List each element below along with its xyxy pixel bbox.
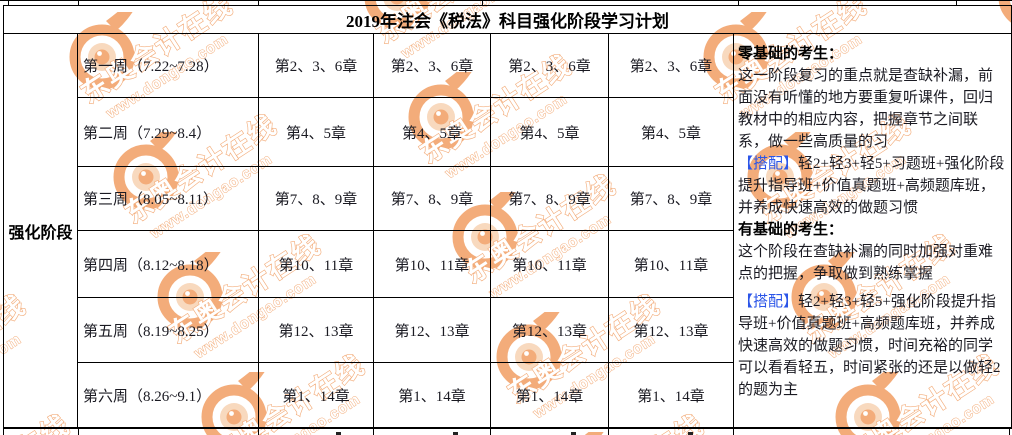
grid-line	[258, 1, 259, 6]
chapter-cell: 第1、14章	[374, 363, 491, 427]
chapter-cell: 第4、5章	[259, 98, 374, 167]
chapter-cell: 第10、11章	[374, 231, 491, 298]
chapter-cell: 第12、13章	[609, 298, 734, 363]
zero-basis-match: 【搭配】轻2+轻3+轻5+习题班+强化阶段提升指导班+价值真题班+高频题库班，并…	[738, 153, 1007, 219]
chapter-cell: 第10、11章	[259, 231, 374, 298]
stage-label-cell: 强化阶段	[4, 34, 78, 427]
chapter-cell: 第2、3、6章	[609, 34, 734, 98]
with-basis-heading: 有基础的考生：	[738, 221, 844, 238]
with-basis-match: 【搭配】轻2+轻3+轻5+强化阶段提升指导班+价值真题班+高频题库班，并养成快速…	[738, 291, 1007, 401]
grid-line	[373, 429, 374, 435]
grid-line	[1009, 429, 1010, 435]
week-label-cell: 第五周（8.19~8.25）	[78, 298, 259, 363]
week-label-cell: 第一周（7.22~7.28）	[78, 34, 259, 98]
chapter-cell: 第4、5章	[374, 98, 491, 167]
chapter-cell: 第4、5章	[609, 98, 734, 167]
cutoff-glyph	[571, 432, 576, 435]
grid-line	[490, 429, 491, 435]
week-label-cell: 第四周（8.12~8.18）	[78, 231, 259, 298]
with-basis-text: 这个阶段在查缺补漏的同时加强对重难点的把握，争取做到熟练掌握	[738, 244, 994, 282]
grid-line	[733, 429, 734, 435]
study-plan-table: 强化阶段 第一周（7.22~7.28） 第2、3、6章 第2、3、6章 第2、3…	[3, 34, 1012, 429]
chapter-cell: 第2、3、6章	[374, 34, 491, 98]
zero-basis-heading: 零基础的考生：	[738, 45, 844, 62]
grid-line	[3, 429, 4, 435]
grid-line	[78, 1, 79, 6]
chapter-cell: 第10、11章	[491, 231, 609, 298]
chapter-cell: 第12、13章	[491, 298, 609, 363]
week-label-cell: 第六周（8.26~9.1）	[78, 363, 259, 427]
advice-cell: 零基础的考生： 这一阶段复习的重点就是查缺补漏，前面没有听懂的地方要重复听课件，…	[734, 34, 1011, 427]
match-label: 【搭配】	[738, 156, 799, 172]
cutoff-glyph	[453, 432, 458, 435]
chapter-cell: 第1、14章	[491, 363, 609, 427]
match-label: 【搭配】	[738, 294, 799, 310]
week-label-cell: 第二周（7.29~8.4）	[78, 98, 259, 167]
chapter-cell: 第4、5章	[491, 98, 609, 167]
chapter-cell: 第2、3、6章	[259, 34, 374, 98]
chapter-cell: 第7、8、9章	[259, 167, 374, 231]
grid-line	[482, 1, 483, 6]
chapter-cell: 第12、13章	[259, 298, 374, 363]
week-label-cell: 第三周（8.05~8.11）	[78, 167, 259, 231]
match-text: 轻2+轻3+轻5+习题班+强化阶段提升指导班+价值真题班+高频题库班，并养成快速…	[738, 156, 1005, 216]
grid-line	[608, 429, 609, 435]
chapter-cell: 第2、3、6章	[491, 34, 609, 98]
chapter-cell: 第7、8、9章	[374, 167, 491, 231]
grid-line	[738, 1, 739, 6]
table-title: 2019年注会《税法》科目强化阶段学习计划	[3, 5, 1012, 34]
chapter-cell: 第10、11章	[609, 231, 734, 298]
chapter-cell: 第1、14章	[609, 363, 734, 427]
grid-line	[8, 1, 9, 6]
chapter-cell: 第7、8、9章	[609, 167, 734, 231]
chapter-cell: 第1、14章	[259, 363, 374, 427]
chapter-cell: 第7、8、9章	[491, 167, 609, 231]
grid-line	[956, 1, 957, 6]
match-text: 轻2+轻3+轻5+强化阶段提升指导班+价值真题班+高频题库班，并养成快速高效的做…	[738, 294, 1001, 398]
cutoff-glyph	[688, 432, 693, 435]
cutoff-glyph	[336, 432, 341, 435]
cutoff-row-top	[0, 0, 1012, 6]
chapter-cell: 第12、13章	[374, 298, 491, 363]
zero-basis-text: 这一阶段复习的重点就是查缺补漏，前面没有听懂的地方要重复听课件，回归教材中的相应…	[738, 68, 994, 150]
grid-line	[78, 429, 79, 435]
grid-line	[258, 429, 259, 435]
cutoff-row-bottom	[3, 429, 1010, 435]
